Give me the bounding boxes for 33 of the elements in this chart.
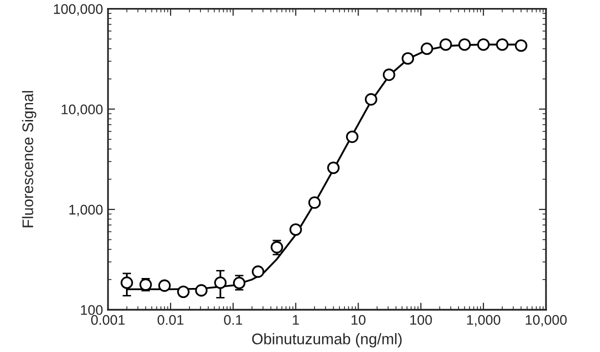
x-tick-label: 0.001 [91, 314, 125, 325]
point [346, 130, 358, 143]
y-tick-label: 1,000 [69, 204, 103, 216]
x-tick-label: 10,000 [526, 314, 567, 326]
x-tick-label: 0.1 [224, 314, 242, 325]
point [402, 52, 414, 65]
point [290, 223, 302, 236]
point [195, 284, 208, 297]
point [364, 93, 378, 106]
point [420, 42, 434, 55]
point [252, 265, 264, 278]
x-tick-label: 100 [410, 314, 432, 325]
point [514, 39, 528, 52]
point [120, 276, 134, 289]
point [440, 38, 452, 51]
y-axis-title: Fluorescence Signal [22, 91, 36, 228]
y-tick-label: 100 [81, 305, 103, 315]
point [214, 276, 227, 289]
point [158, 279, 171, 292]
point [458, 38, 471, 51]
x-tick-label: 10 [352, 314, 366, 325]
point [496, 38, 508, 51]
y-tick-label: 10,000 [62, 104, 103, 116]
x-tick-label: 0.01 [158, 314, 184, 325]
point [382, 68, 396, 81]
y-tick-label: 100,000 [54, 4, 103, 16]
point [327, 162, 340, 174]
point [308, 196, 321, 209]
point [477, 38, 490, 51]
point [177, 286, 190, 298]
x-axis-title: Obinutuzumab (ng/ml) [252, 333, 402, 348]
x-tick-label: 1 [292, 315, 299, 325]
x-tick-label: 1,000 [467, 314, 500, 326]
